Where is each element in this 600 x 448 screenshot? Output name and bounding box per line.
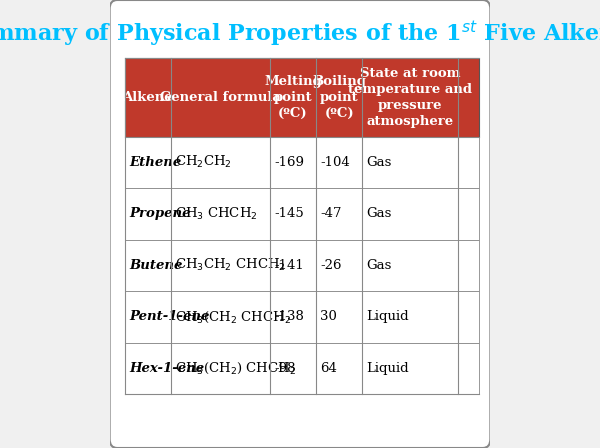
- Text: CH$_2$CH$_2$: CH$_2$CH$_2$: [175, 155, 232, 170]
- Text: Gas: Gas: [367, 156, 392, 169]
- Text: Pent-1-ene: Pent-1-ene: [129, 310, 209, 323]
- Bar: [125, 240, 479, 291]
- FancyBboxPatch shape: [110, 0, 490, 448]
- Text: -138: -138: [274, 310, 304, 323]
- Text: Ethene: Ethene: [129, 156, 181, 169]
- Text: Liquid: Liquid: [367, 362, 409, 375]
- Text: -104: -104: [320, 156, 350, 169]
- Bar: [125, 291, 479, 343]
- Text: State at room
temperature and
pressure
atmosphere: State at room temperature and pressure a…: [348, 67, 472, 128]
- Text: -169: -169: [274, 156, 304, 169]
- Text: Summary of Physical Properties of the 1$^{st}$ Five Alkenes: Summary of Physical Properties of the 1$…: [0, 19, 600, 48]
- Text: CH$_3$ CHCH$_2$: CH$_3$ CHCH$_2$: [175, 206, 258, 222]
- Text: Gas: Gas: [367, 207, 392, 220]
- Text: Propene: Propene: [129, 207, 191, 220]
- Text: CH$_3$CH$_2$ CHCH$_2$: CH$_3$CH$_2$ CHCH$_2$: [175, 258, 286, 273]
- Text: Hex-1-ene: Hex-1-ene: [129, 362, 204, 375]
- Bar: [125, 137, 479, 188]
- Text: CH$_3$(CH$_2$) CHCH$_2$: CH$_3$(CH$_2$) CHCH$_2$: [175, 361, 296, 376]
- Text: Liquid: Liquid: [367, 310, 409, 323]
- Text: Melting
point
(ºC): Melting point (ºC): [264, 75, 322, 120]
- Bar: [125, 343, 479, 394]
- Text: General formula: General formula: [160, 91, 281, 104]
- Text: Boiling
point
(ºC): Boiling point (ºC): [312, 75, 366, 120]
- Bar: [125, 188, 479, 240]
- Text: -98: -98: [274, 362, 296, 375]
- Text: 30: 30: [320, 310, 337, 323]
- Text: -47: -47: [320, 207, 342, 220]
- Text: CH$_3$(CH$_2$ CHCH$_2$: CH$_3$(CH$_2$ CHCH$_2$: [175, 310, 291, 324]
- Text: Alkene: Alkene: [122, 91, 173, 104]
- Text: Butene: Butene: [129, 259, 182, 272]
- Text: -145: -145: [274, 207, 304, 220]
- Text: Gas: Gas: [367, 259, 392, 272]
- Text: -141: -141: [274, 259, 304, 272]
- Text: -26: -26: [320, 259, 342, 272]
- Bar: [125, 58, 479, 137]
- Text: 64: 64: [320, 362, 337, 375]
